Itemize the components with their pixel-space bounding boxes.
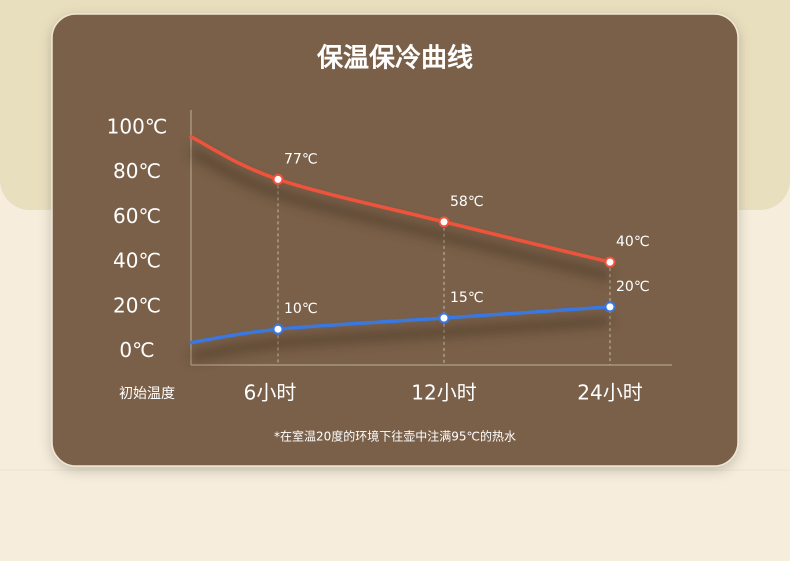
line-shadow xyxy=(190,316,611,361)
value-label: 15℃ xyxy=(450,290,484,306)
point xyxy=(272,173,284,185)
footnote: *在室温20度的环境下往壶中注满95℃的热水 xyxy=(274,429,516,444)
value-label: 40℃ xyxy=(616,234,650,250)
y-tick-label: 0℃ xyxy=(119,338,154,362)
point xyxy=(272,323,284,335)
x-tick-label: 初始温度 xyxy=(119,385,175,402)
x-tick-label: 12小时 xyxy=(411,381,476,405)
y-tick-label: 80℃ xyxy=(113,159,161,183)
y-tick-label: 40℃ xyxy=(113,249,161,273)
y-tick-label: 60℃ xyxy=(113,204,161,228)
line xyxy=(189,305,612,345)
value-label: 58℃ xyxy=(450,194,484,210)
line xyxy=(189,135,612,264)
point xyxy=(604,256,616,268)
point xyxy=(438,216,450,228)
chart-title: 保温保冷曲线 xyxy=(316,43,473,74)
point xyxy=(604,301,616,313)
line-shadow xyxy=(189,147,611,280)
value-label: 77℃ xyxy=(284,151,318,167)
y-tick-label: 20℃ xyxy=(113,293,161,317)
point xyxy=(438,312,450,324)
x-tick-label: 6小时 xyxy=(244,381,297,405)
y-tick-label: 100℃ xyxy=(107,114,168,138)
value-label: 10℃ xyxy=(284,301,318,317)
x-tick-label: 24小时 xyxy=(577,381,642,405)
value-label: 20℃ xyxy=(616,279,650,295)
